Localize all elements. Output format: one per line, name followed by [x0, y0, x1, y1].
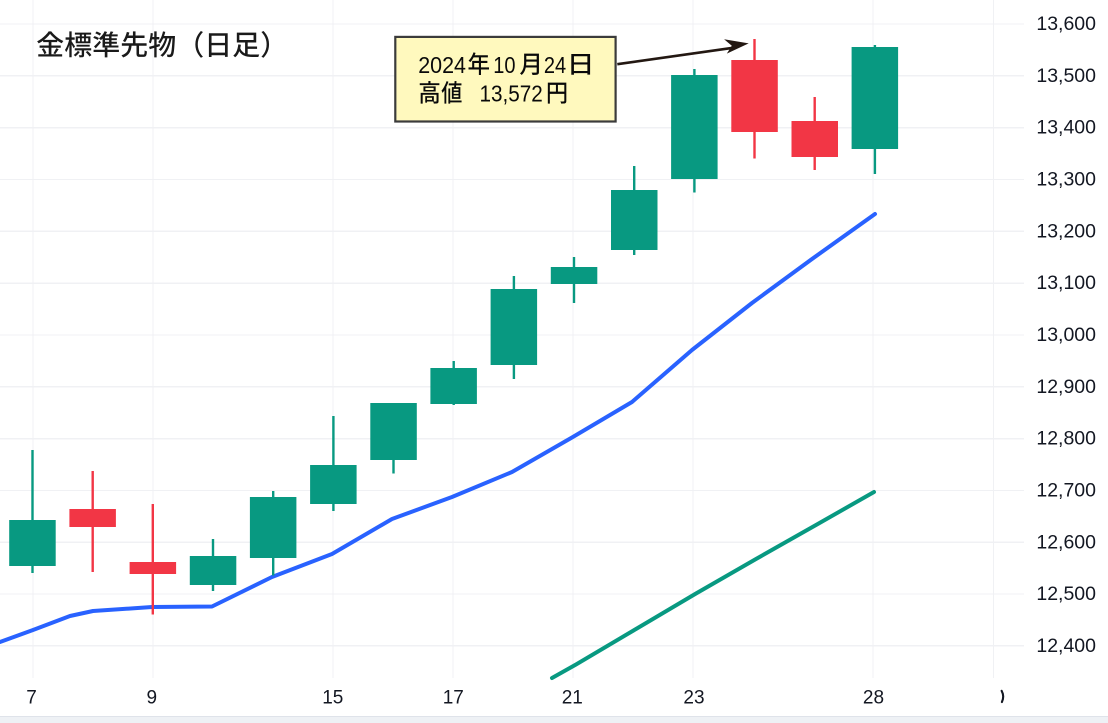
svg-text:13,600: 13,600 — [1036, 13, 1096, 35]
svg-text:2024: 2024 — [418, 52, 466, 78]
svg-text:13,200: 13,200 — [1036, 220, 1096, 242]
svg-text:24: 24 — [544, 51, 566, 78]
svg-text:15: 15 — [322, 688, 343, 709]
svg-text:9: 9 — [147, 688, 158, 709]
svg-text:13,400: 13,400 — [1036, 117, 1096, 139]
svg-text:21: 21 — [562, 688, 583, 709]
svg-text:7: 7 — [26, 688, 37, 709]
svg-text:12,900: 12,900 — [1036, 376, 1096, 398]
svg-text:12,600: 12,600 — [1036, 531, 1096, 553]
svg-text:13,300: 13,300 — [1036, 169, 1096, 191]
svg-text:13,000: 13,000 — [1036, 324, 1096, 346]
svg-text:13,500: 13,500 — [1036, 65, 1096, 87]
svg-text:13,100: 13,100 — [1036, 272, 1096, 294]
svg-text:28: 28 — [863, 688, 884, 709]
svg-text:12,800: 12,800 — [1036, 428, 1096, 450]
svg-text:23: 23 — [683, 688, 704, 709]
svg-text:12,500: 12,500 — [1036, 583, 1096, 605]
svg-text:17: 17 — [443, 688, 464, 709]
svg-text:12,400: 12,400 — [1036, 635, 1096, 657]
svg-text:13,572: 13,572 — [480, 80, 543, 107]
svg-text:12,700: 12,700 — [1036, 480, 1096, 502]
svg-text:10: 10 — [493, 51, 515, 78]
